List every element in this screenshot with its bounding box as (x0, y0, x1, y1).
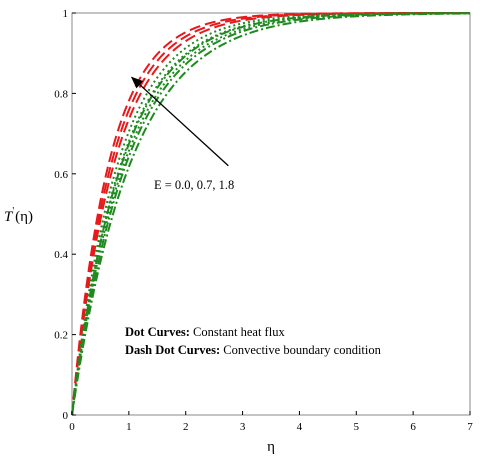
legend-dot-rest: Constant heat flux (190, 325, 286, 339)
series-layer (71, 12, 471, 416)
x-tick-label: 4 (297, 421, 303, 433)
legend-dash-dot-bold: Dash Dot Curves: (125, 343, 220, 357)
series-line-dash-dot (71, 12, 470, 416)
y-tick-label: 0.8 (54, 88, 68, 100)
plot-frame (71, 12, 471, 416)
y-axis-label-symbol: T (4, 209, 14, 225)
y-axis-label-arg: (η) (15, 209, 33, 225)
y-tick-label: 0.6 (54, 169, 68, 181)
x-tick-label: 7 (467, 421, 473, 433)
x-tick-label: 5 (354, 421, 360, 433)
series-line-red-dash (71, 12, 470, 416)
x-tick-label: 2 (183, 421, 189, 433)
x-ticks: 0 1 2 3 4 5 6 7 (69, 411, 473, 433)
y-ticks: 0 0.2 0.4 0.6 0.8 1 (54, 8, 76, 422)
legend-dash-dot-rest: Convective boundary condition (220, 343, 381, 357)
annotation-text: E = 0.0, 0.7, 1.8 (154, 178, 234, 192)
y-tick-label: 0.4 (54, 249, 68, 261)
y-axis-label: T'(η) (4, 206, 33, 225)
x-tick-label: 6 (410, 421, 416, 433)
x-tick-label: 1 (126, 421, 132, 433)
y-tick-label: 0 (63, 410, 69, 422)
x-axis-label: η (267, 439, 275, 455)
y-axis-label-prime: ' (12, 206, 14, 217)
annotation-arrow (130, 76, 229, 167)
y-tick-label: 0.2 (54, 330, 68, 342)
legend-entry-dash-dot: Dash Dot Curves: Convective boundary con… (125, 343, 382, 357)
legend-dot-bold: Dot Curves: (125, 325, 190, 339)
y-tick-label: 1 (63, 8, 69, 20)
series-line-dash-dot (71, 12, 471, 416)
x-tick-label: 3 (240, 421, 246, 433)
x-tick-label: 0 (69, 421, 75, 433)
legend-entry-dot: Dot Curves: Constant heat flux (125, 325, 285, 339)
